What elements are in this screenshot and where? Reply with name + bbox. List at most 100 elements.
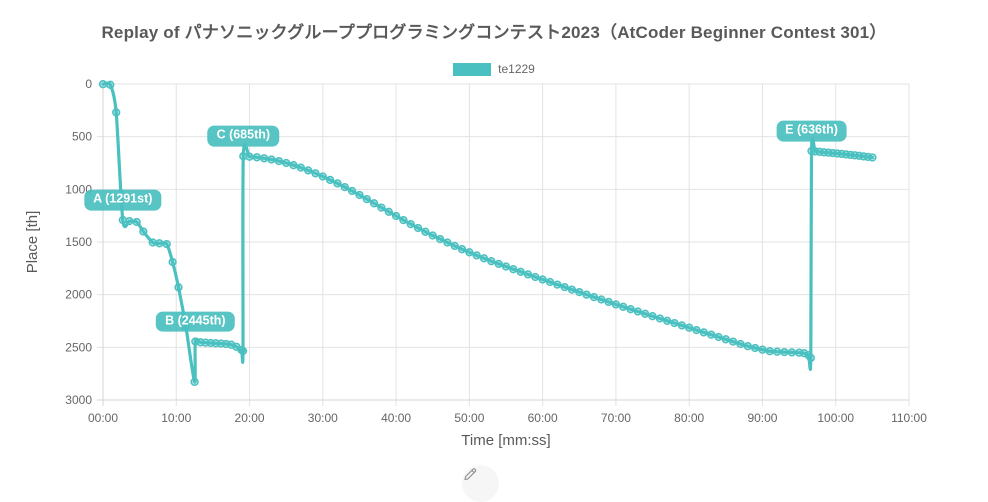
data-point[interactable] [619,302,628,311]
data-point[interactable] [699,328,708,337]
data-point[interactable] [443,238,452,247]
y-tick-label: 2000 [65,288,92,302]
x-tick-label: 70:00 [601,411,631,425]
data-point[interactable] [868,153,877,162]
data-point[interactable] [139,227,148,236]
data-point[interactable] [450,241,459,251]
data-point[interactable] [663,316,672,325]
data-point[interactable] [106,80,115,89]
data-point[interactable] [685,323,694,332]
data-point[interactable] [626,305,635,314]
data-point[interactable] [296,163,305,172]
data-point[interactable] [318,172,327,181]
data-point[interactable] [575,287,584,297]
data-point[interactable] [780,347,789,357]
data-point[interactable] [190,377,199,387]
data-point[interactable] [282,158,291,168]
data-point[interactable] [274,156,284,166]
data-point[interactable] [148,238,157,247]
data-point[interactable] [487,257,496,266]
data-point[interactable] [758,345,767,354]
data-point[interactable] [355,190,364,200]
data-point[interactable] [787,348,796,357]
data-point[interactable] [560,282,569,292]
data-point[interactable] [260,154,269,163]
data-point[interactable] [362,194,371,204]
data-point[interactable] [501,262,511,271]
data-point[interactable] [168,257,177,267]
data-point[interactable] [509,265,518,274]
data-point[interactable] [399,215,408,225]
data-point[interactable] [304,166,313,175]
data-point[interactable] [333,179,342,188]
data-point[interactable] [765,347,774,356]
legend-swatch [453,62,492,76]
data-point[interactable] [340,182,349,192]
data-point[interactable] [325,175,335,185]
data-point[interactable] [391,211,401,221]
data-point[interactable] [648,312,657,321]
data-point[interactable] [494,259,503,269]
data-point[interactable] [655,314,665,323]
data-point[interactable] [98,80,108,89]
data-point[interactable] [384,207,393,216]
data-point[interactable] [406,219,415,229]
data-point[interactable] [604,297,613,307]
data-point[interactable] [457,245,467,254]
data-point[interactable] [553,280,562,289]
y-tick-label: 1500 [65,235,92,249]
data-point[interactable] [311,169,320,178]
data-point[interactable] [567,285,577,294]
data-point[interactable] [597,295,606,304]
data-point[interactable] [472,251,481,260]
data-point[interactable] [633,307,643,316]
data-point[interactable] [421,227,430,236]
data-point[interactable] [112,108,121,117]
edit-button[interactable] [462,465,499,502]
data-point[interactable] [479,254,489,263]
data-point[interactable] [369,199,379,208]
data-point[interactable] [772,347,782,356]
data-point[interactable] [252,153,262,162]
data-point[interactable] [289,161,298,170]
legend-item-te1229[interactable]: te1229 [453,62,535,76]
data-point[interactable] [162,239,171,249]
data-point[interactable] [750,343,760,353]
data-point[interactable] [428,231,437,240]
data-point[interactable] [692,325,701,335]
data-point[interactable] [174,283,183,292]
y-tick-label: 3000 [65,393,92,407]
data-point[interactable] [531,272,540,282]
data-point[interactable] [245,152,254,161]
data-point[interactable] [238,346,248,356]
data-point[interactable] [465,248,474,257]
data-point[interactable] [155,239,164,248]
data-point[interactable] [707,330,716,339]
data-point[interactable] [132,217,141,227]
data-point[interactable] [523,270,533,279]
data-point[interactable] [589,292,599,302]
data-point[interactable] [728,337,738,346]
data-point[interactable] [677,321,687,330]
y-tick-label: 0 [85,77,92,91]
data-point[interactable] [118,215,127,225]
data-point[interactable] [721,335,730,344]
data-point[interactable] [516,267,525,276]
data-point[interactable] [267,155,276,164]
data-point[interactable] [125,216,134,226]
data-point[interactable] [377,203,386,212]
data-point[interactable] [413,223,423,233]
data-point[interactable] [670,318,679,328]
data-point[interactable] [347,186,357,196]
data-point[interactable] [806,353,815,363]
data-point[interactable] [714,332,723,342]
data-point[interactable] [641,309,650,318]
data-point[interactable] [582,290,591,299]
data-point[interactable] [611,300,621,309]
data-point[interactable] [736,339,745,349]
data-point[interactable] [743,342,752,351]
data-point[interactable] [435,234,445,244]
data-point[interactable] [545,277,555,287]
data-point[interactable] [538,275,547,284]
